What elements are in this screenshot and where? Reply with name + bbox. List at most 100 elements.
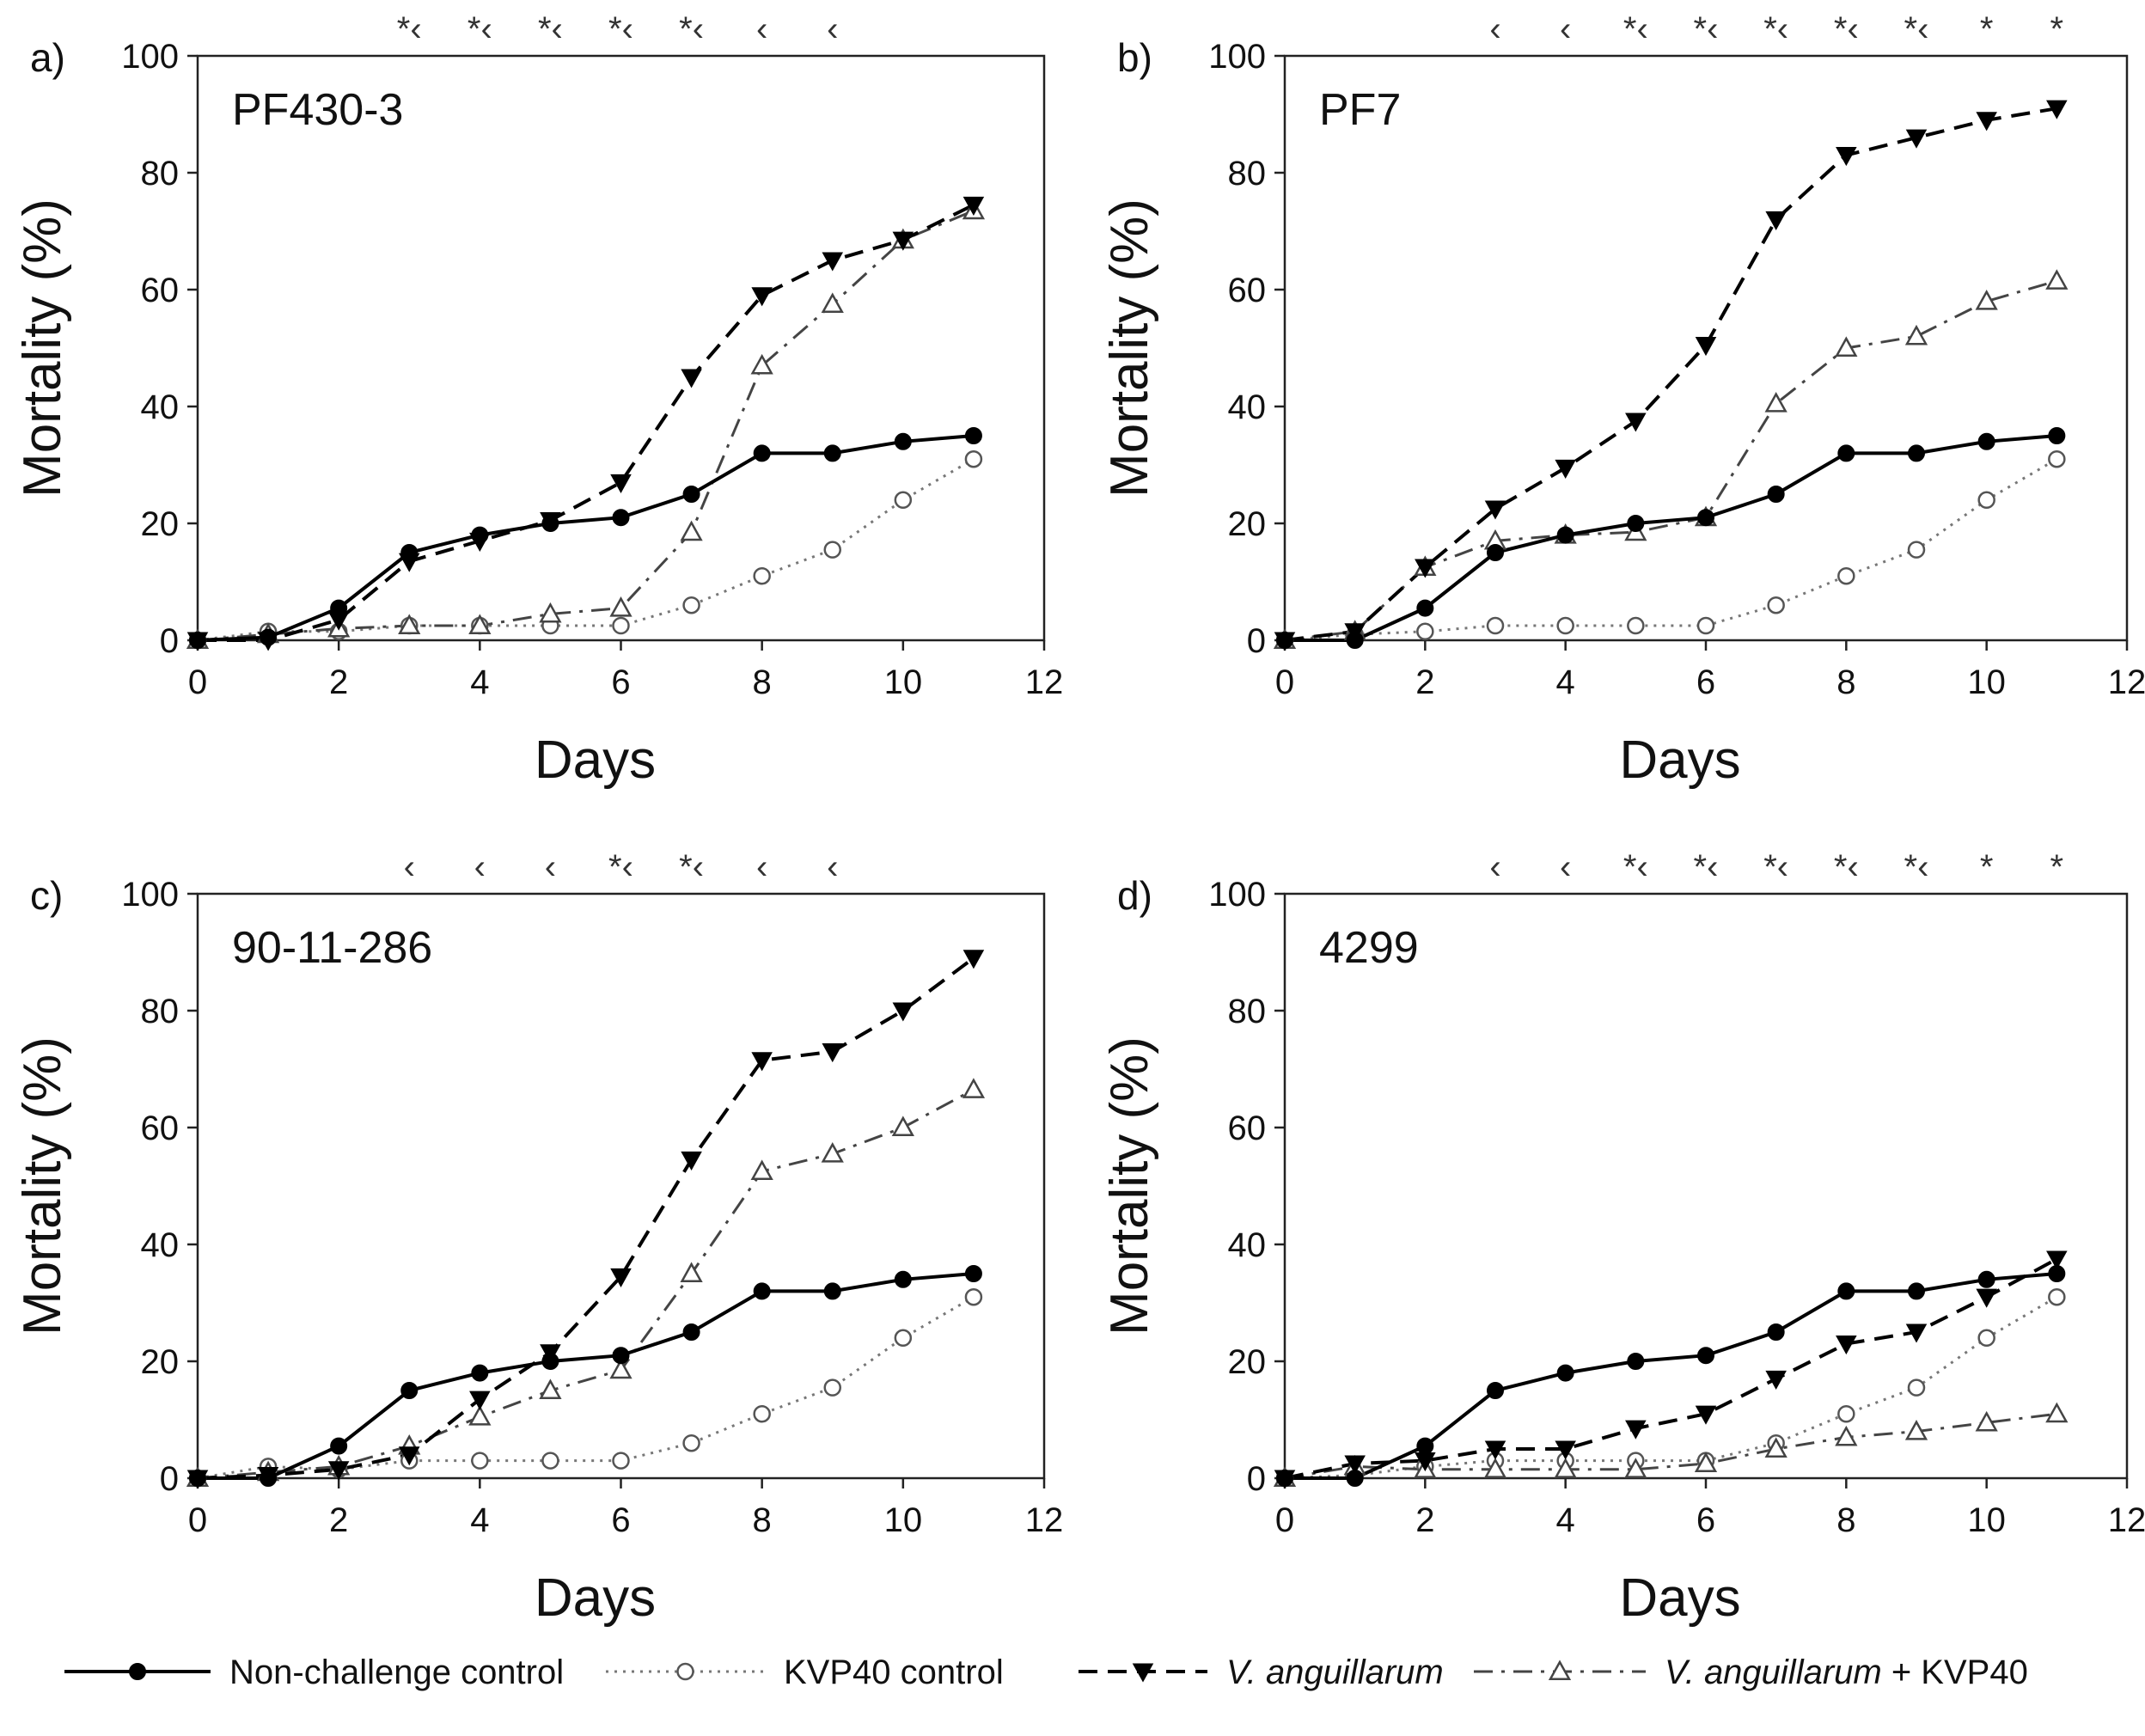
data-point-v-anguillarum-kvp40 [750,353,773,375]
data-point-non-challenge-control [612,1347,630,1365]
data-point-v-anguillarum-kvp40 [1904,1420,1928,1440]
significance-mark: * [2050,10,2064,48]
significance-mark: ‹ [404,848,415,886]
data-point-v-anguillarum [822,252,844,272]
data-point-kvp40-control [1556,616,1574,635]
y-tick-label: 60 [141,272,180,309]
y-tick-label: 20 [1228,1343,1267,1381]
x-tick-label: 2 [329,1501,348,1539]
data-point-v-anguillarum [398,553,420,572]
data-point-v-anguillarum-kvp40 [1975,290,1998,310]
data-point-non-challenge-control [753,444,771,462]
series-line-v-anguillarum-kvp40 [197,209,975,642]
x-tick-label: 10 [1967,663,2006,701]
x-tick-label: 2 [1415,1501,1434,1539]
series-line-v-anguillarum [197,957,975,1480]
data-point-v-anguillarum-kvp40 [821,1142,844,1163]
data-point-v-anguillarum [257,632,279,651]
x-tick-label: 12 [2108,1501,2145,1539]
data-point-v-anguillarum [1344,1455,1366,1475]
strain-label: PF430-3 [232,85,403,135]
data-point-non-challenge-control [964,1265,982,1282]
data-point-non-challenge-control [612,509,630,527]
strain-label: PF7 [1319,85,1401,135]
data-point-kvp40-control [1627,616,1645,635]
data-point-non-challenge-control [1627,1353,1645,1370]
data-point-v-anguillarum [327,1461,350,1481]
series-line-v-anguillarum [1284,1257,2058,1480]
x-axis-label: Days [535,1568,656,1628]
y-tick-label: 60 [1228,1109,1267,1147]
y-tick-label: 20 [1228,505,1267,543]
y-axis-label: Mortality (%) [1100,1036,1159,1336]
data-point-non-challenge-control [1416,599,1434,617]
significance-mark: * [1980,848,1994,886]
data-point-kvp40-control [2048,1287,2066,1306]
data-point-non-challenge-control [1767,1323,1785,1341]
y-tick-label: 0 [1247,622,1266,660]
data-point-v-anguillarum [1415,559,1436,578]
legend-marker [1548,1660,1572,1681]
data-point-non-challenge-control [1487,544,1504,561]
significance-mark: ‹ [1489,848,1500,886]
data-point-kvp40-control [1486,616,1505,635]
legend-label: V. anguillarum [1226,1653,1444,1691]
series-line-non-challenge-control [198,1272,975,1480]
data-point-v-anguillarum [610,474,632,493]
series-line-kvp40-control [197,1295,975,1480]
data-point-non-challenge-control [1627,515,1645,532]
data-point-v-anguillarum [186,1470,209,1489]
data-point-non-challenge-control [964,427,982,444]
data-point-v-anguillarum [1555,459,1576,479]
data-point-v-anguillarum [1695,337,1717,357]
data-point-kvp40-control [612,616,630,635]
data-point-kvp40-control [1977,491,1995,510]
data-point-v-anguillarum-kvp40 [1975,1410,1998,1432]
series-line-non-challenge-control [1285,1272,2057,1480]
data-point-v-anguillarum [469,1391,491,1410]
data-point-v-anguillarum [1836,1336,1857,1355]
x-tick-label: 8 [1836,1501,1855,1539]
series-line-kvp40-control [1284,1295,2058,1480]
significance-mark: *‹ [468,10,492,48]
legend-entry-v-anguillarum-kvp40: V. anguillarum + KVP40 [1474,1653,2028,1691]
data-point-v-anguillarum [962,950,985,969]
y-tick-label: 0 [160,1460,179,1498]
data-point-non-challenge-control [682,486,700,503]
legend-label-species: V. anguillarum [1665,1653,1882,1691]
data-point-kvp40-control [1696,616,1715,635]
data-point-kvp40-control [541,1452,559,1470]
x-tick-label: 12 [1025,663,1064,701]
data-point-non-challenge-control [894,432,912,450]
strain-label: 4299 [1319,923,1419,973]
x-axis-label: Days [1619,1568,1740,1628]
data-point-v-anguillarum-kvp40 [468,614,492,635]
data-point-v-anguillarum [1765,1370,1787,1390]
data-point-v-anguillarum-kvp40 [680,520,703,541]
series-line-v-anguillarum-kvp40 [1284,1412,2057,1480]
data-point-v-anguillarum-kvp40 [1554,1458,1577,1478]
panel-letter: a) [30,35,65,80]
panel-letter: c) [30,873,63,918]
significance-mark: *‹ [1834,848,1859,886]
legend-marker [129,1663,146,1680]
data-point-v-anguillarum [822,1043,844,1063]
y-tick-label: 80 [1228,155,1267,193]
x-tick-label: 4 [470,1501,489,1539]
data-point-v-anguillarum [1976,1288,1997,1308]
data-point-v-anguillarum [1555,1440,1576,1460]
y-axis-label: Mortality (%) [13,1036,72,1336]
data-point-v-anguillarum-kvp40 [680,1262,703,1283]
data-point-v-anguillarum [751,1052,773,1072]
data-point-v-anguillarum-kvp40 [1835,336,1858,358]
legend-marker [676,1662,694,1681]
y-tick-label: 100 [121,876,179,914]
data-point-non-challenge-control [894,1270,912,1288]
legend-entry-kvp40-control: KVP40 control [606,1653,1004,1691]
x-tick-label: 10 [884,663,923,701]
x-axis-label: Days [535,730,656,790]
data-point-v-anguillarum [469,532,491,552]
data-point-kvp40-control [612,1452,630,1470]
x-tick-label: 2 [1415,663,1434,701]
